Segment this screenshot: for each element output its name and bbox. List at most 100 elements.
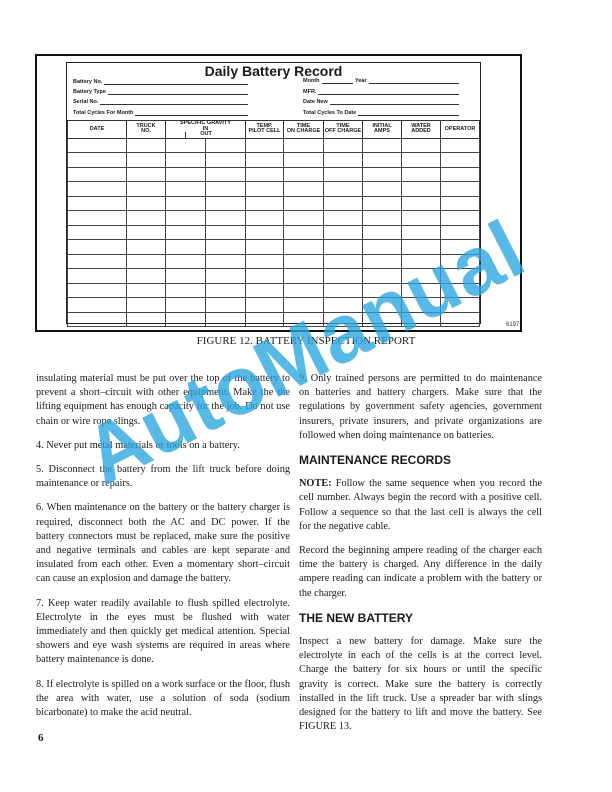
table-row bbox=[67, 210, 480, 226]
table-cell bbox=[67, 253, 127, 269]
table-cell bbox=[67, 210, 127, 226]
col-sg-out: OUT bbox=[185, 131, 226, 138]
table-cell bbox=[323, 137, 363, 153]
col-label: SPECIFIC GRAVITY bbox=[180, 120, 231, 126]
table-cell bbox=[67, 268, 127, 284]
table-cell bbox=[126, 224, 166, 240]
table-row bbox=[67, 166, 480, 182]
table-cell bbox=[67, 195, 127, 211]
table-cell bbox=[126, 137, 166, 153]
right-column: 9. Only trained persons are permitted to… bbox=[299, 372, 542, 744]
table-cell bbox=[323, 195, 363, 211]
field-label: MFR. bbox=[303, 89, 317, 95]
table-cell bbox=[283, 152, 324, 168]
table-cell bbox=[323, 282, 363, 298]
table-cell bbox=[205, 297, 246, 313]
paragraph: insulating material must be put over the… bbox=[36, 373, 290, 427]
date-new-field: Date New bbox=[303, 98, 459, 105]
table-cell bbox=[126, 195, 166, 211]
table-cell bbox=[67, 282, 127, 298]
table-cell bbox=[67, 224, 127, 240]
table-cell bbox=[440, 253, 480, 269]
table-cell bbox=[205, 137, 246, 153]
field-label: Battery No. bbox=[73, 79, 103, 85]
figure-code: 6197 bbox=[506, 322, 520, 328]
table-cell bbox=[401, 137, 441, 153]
col-label: TRUCK bbox=[136, 122, 156, 129]
table-cell bbox=[401, 268, 441, 284]
table-cell bbox=[165, 152, 206, 168]
table-cell bbox=[401, 297, 441, 313]
table-cell bbox=[362, 297, 402, 313]
table-cell bbox=[245, 268, 284, 284]
field-label: Month bbox=[303, 78, 320, 84]
col-temp: TEMP. PILOT CELL bbox=[245, 120, 284, 139]
battery-no-field: Battery No. bbox=[73, 78, 248, 85]
table-cell bbox=[165, 224, 206, 240]
table-cell bbox=[126, 152, 166, 168]
table-row bbox=[67, 224, 480, 240]
table-cell bbox=[126, 268, 166, 284]
table-cell bbox=[245, 297, 284, 313]
col-label: PILOT CELL bbox=[248, 128, 281, 135]
table-row bbox=[67, 297, 480, 313]
table-cell bbox=[205, 195, 246, 211]
note-label: NOTE: bbox=[299, 478, 332, 490]
table-cell bbox=[67, 152, 127, 168]
paragraph: 4. Never put metal materials or tools on… bbox=[36, 439, 240, 451]
record-table: DATE TRUCK NO. SPECIFIC GRAVITY INOUT TEMP… bbox=[67, 120, 480, 327]
table-cell bbox=[126, 311, 166, 327]
table-cell bbox=[67, 137, 127, 153]
table-cell bbox=[283, 181, 324, 197]
col-label: TIME bbox=[296, 122, 311, 129]
table-cell bbox=[283, 282, 324, 298]
field-label: Date New bbox=[303, 99, 328, 105]
table-cell bbox=[323, 152, 363, 168]
table-cell bbox=[323, 224, 363, 240]
table-cell bbox=[283, 253, 324, 269]
table-cell bbox=[401, 253, 441, 269]
table-cell bbox=[283, 268, 324, 284]
section-heading: MAINTENANCE RECORDS bbox=[299, 453, 452, 468]
table-cell bbox=[440, 137, 480, 153]
table-cell bbox=[283, 166, 324, 182]
table-cell bbox=[362, 253, 402, 269]
col-label: OFF CHARGE bbox=[324, 128, 362, 135]
table-cell bbox=[323, 166, 363, 182]
table-row bbox=[67, 181, 480, 197]
col-label: TIME bbox=[336, 122, 350, 129]
table-cell bbox=[205, 210, 246, 226]
table-cell bbox=[440, 311, 480, 327]
col-label: ADDED bbox=[411, 128, 431, 135]
col-label: INITIAL bbox=[372, 122, 392, 129]
field-label: Serial No. bbox=[73, 99, 99, 105]
field-label: Battery Type bbox=[73, 89, 106, 95]
table-row bbox=[67, 195, 480, 211]
table-cell bbox=[401, 311, 441, 327]
table-cell bbox=[323, 311, 363, 327]
table-cell bbox=[440, 297, 480, 313]
daily-battery-record-form: Daily Battery Record Battery No. Battery… bbox=[66, 62, 481, 327]
note-paragraph: NOTE: Follow the same sequence when you … bbox=[299, 477, 542, 534]
paragraph: 6. When maintenance on the battery or th… bbox=[36, 502, 290, 585]
figure-caption: FIGURE 12. BATTERY INSPECTION REPORT bbox=[196, 335, 416, 347]
table-cell bbox=[67, 181, 127, 197]
table-cell bbox=[205, 282, 246, 298]
table-cell bbox=[440, 166, 480, 182]
table-cell bbox=[165, 210, 206, 226]
table-cell bbox=[126, 166, 166, 182]
table-cell bbox=[245, 239, 284, 255]
figure-frame bbox=[35, 54, 522, 332]
table-cell bbox=[283, 297, 324, 313]
table-cell bbox=[165, 239, 206, 255]
paragraph: 7. Keep water readily available to flush… bbox=[36, 597, 290, 666]
table-cell bbox=[165, 137, 206, 153]
table-cell bbox=[362, 239, 402, 255]
col-label: AMPS bbox=[374, 128, 390, 135]
col-label: NO. bbox=[141, 128, 151, 135]
table-cell bbox=[245, 181, 284, 197]
col-label: TEMP. bbox=[256, 122, 273, 129]
col-truck: TRUCK NO. bbox=[126, 120, 166, 139]
table-row bbox=[67, 239, 480, 255]
table-cell bbox=[401, 210, 441, 226]
